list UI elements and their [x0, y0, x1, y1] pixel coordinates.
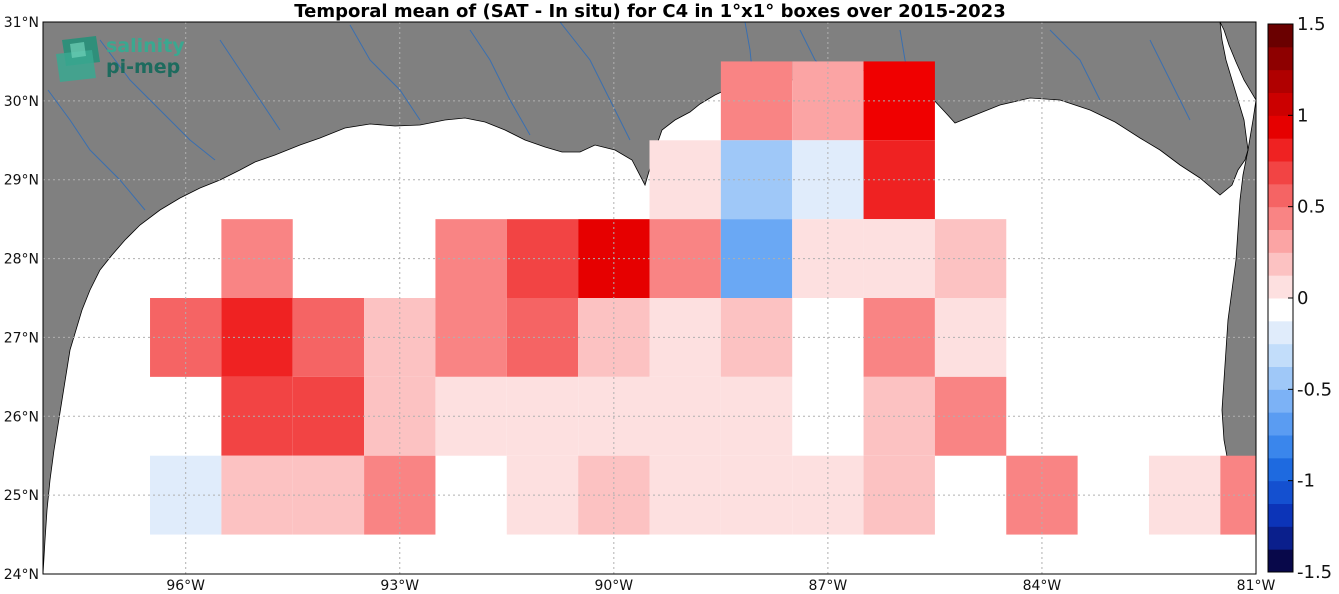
colorbar-step	[1268, 183, 1293, 208]
heatmap-cell	[720, 298, 793, 377]
heatmap-cell	[649, 455, 721, 535]
heatmap-cell	[720, 61, 793, 141]
heatmap-cell	[221, 455, 293, 535]
colorbar-step	[1268, 435, 1293, 459]
lat-tick-label: 25°N	[4, 488, 39, 504]
colorbar-step	[1268, 389, 1293, 413]
colorbar-step	[1268, 480, 1293, 504]
colorbar-tick-label: 1.5	[1297, 14, 1326, 35]
lat-tick-label: 27°N	[4, 330, 39, 346]
lat-tick-label: 29°N	[4, 173, 39, 189]
lat-tick-label: 30°N	[4, 94, 39, 110]
colorbar-tick-label: 0	[1297, 288, 1308, 309]
heatmap-cell	[435, 219, 507, 298]
colorbar-step	[1268, 457, 1293, 482]
colorbar: 1.5 1 0.5 0 -0.5 -1 -1.5	[1267, 14, 1332, 583]
colorbar-step	[1268, 24, 1293, 48]
lon-tick-label: 90°W	[594, 578, 633, 594]
colorbar-step	[1268, 366, 1293, 390]
logo-mark-icon	[56, 36, 100, 82]
lon-tick-label: 84°W	[1023, 578, 1062, 594]
map-title: Temporal mean of (SAT - In situ) for C4 …	[294, 1, 1005, 22]
lon-tick-label: 81°W	[1237, 578, 1276, 594]
colorbar-tick-label: -1	[1297, 471, 1315, 492]
heatmap-cell	[720, 140, 793, 220]
heatmap-cell	[934, 376, 1007, 456]
heatmap-cell	[720, 219, 793, 298]
colorbar-tick-label: -0.5	[1297, 379, 1332, 400]
logo-line1: salinity	[106, 35, 185, 57]
heatmap-cell	[435, 376, 507, 456]
heatmap-cell	[506, 219, 579, 298]
logo-line2: pi-mep	[106, 56, 180, 78]
heatmap-cell	[506, 376, 579, 456]
lat-tick-label: 28°N	[4, 252, 39, 268]
heatmap-cell	[649, 140, 721, 220]
colorbar-step	[1268, 92, 1293, 116]
colorbar-step	[1268, 46, 1293, 71]
heatmap-cell	[435, 298, 507, 377]
longitude-labels: 96°W 93°W 90°W 87°W 84°W 81°W	[166, 578, 1275, 594]
heatmap-cell	[506, 298, 579, 377]
heatmap-cell	[934, 298, 1007, 377]
logo: salinity pi-mep	[56, 35, 185, 82]
colorbar-step	[1268, 138, 1293, 162]
colorbar-step	[1268, 503, 1293, 527]
heatmap-cell	[720, 376, 793, 456]
heatmap-cell	[720, 455, 793, 535]
colorbar-step	[1268, 229, 1293, 253]
lon-tick-label: 87°W	[809, 578, 848, 594]
colorbar-tick-label: 1	[1297, 105, 1308, 126]
colorbar-step	[1268, 115, 1293, 139]
colorbar-step	[1268, 161, 1293, 185]
lon-tick-label: 93°W	[380, 578, 419, 594]
colorbar-tick-label: 0.5	[1297, 197, 1326, 218]
land-north-coast	[43, 22, 1249, 574]
heatmap-cell	[221, 298, 293, 377]
colorbar-step	[1268, 252, 1293, 276]
heatmap-cell	[221, 376, 293, 456]
lat-tick-label: 26°N	[4, 409, 39, 425]
heatmap-cell	[221, 219, 293, 298]
heatmap-cell	[649, 376, 721, 456]
heatmap-cell	[934, 219, 1007, 298]
colorbar-step	[1268, 320, 1293, 345]
lat-tick-label: 24°N	[4, 567, 39, 583]
colorbar-step	[1268, 412, 1293, 436]
lon-tick-label: 96°W	[166, 578, 205, 594]
plot-frame	[42, 21, 1257, 575]
colorbar-step	[1268, 549, 1293, 573]
latitude-labels: 24°N 25°N 26°N 27°N 28°N 29°N 30°N 31°N	[4, 15, 39, 583]
colorbar-step	[1268, 526, 1293, 550]
heatmap-cell	[506, 455, 579, 535]
heatmap-cell	[649, 298, 721, 377]
colorbar-step	[1268, 206, 1293, 230]
heatmap-cell	[649, 219, 721, 298]
colorbar-step	[1268, 343, 1293, 367]
lat-tick-label: 31°N	[4, 15, 39, 31]
colorbar-step	[1268, 275, 1293, 299]
colorbar-tick-label: -1.5	[1297, 562, 1332, 583]
colorbar-step	[1268, 69, 1293, 93]
graticule	[43, 22, 1256, 574]
colorbar-step	[1268, 298, 1293, 322]
